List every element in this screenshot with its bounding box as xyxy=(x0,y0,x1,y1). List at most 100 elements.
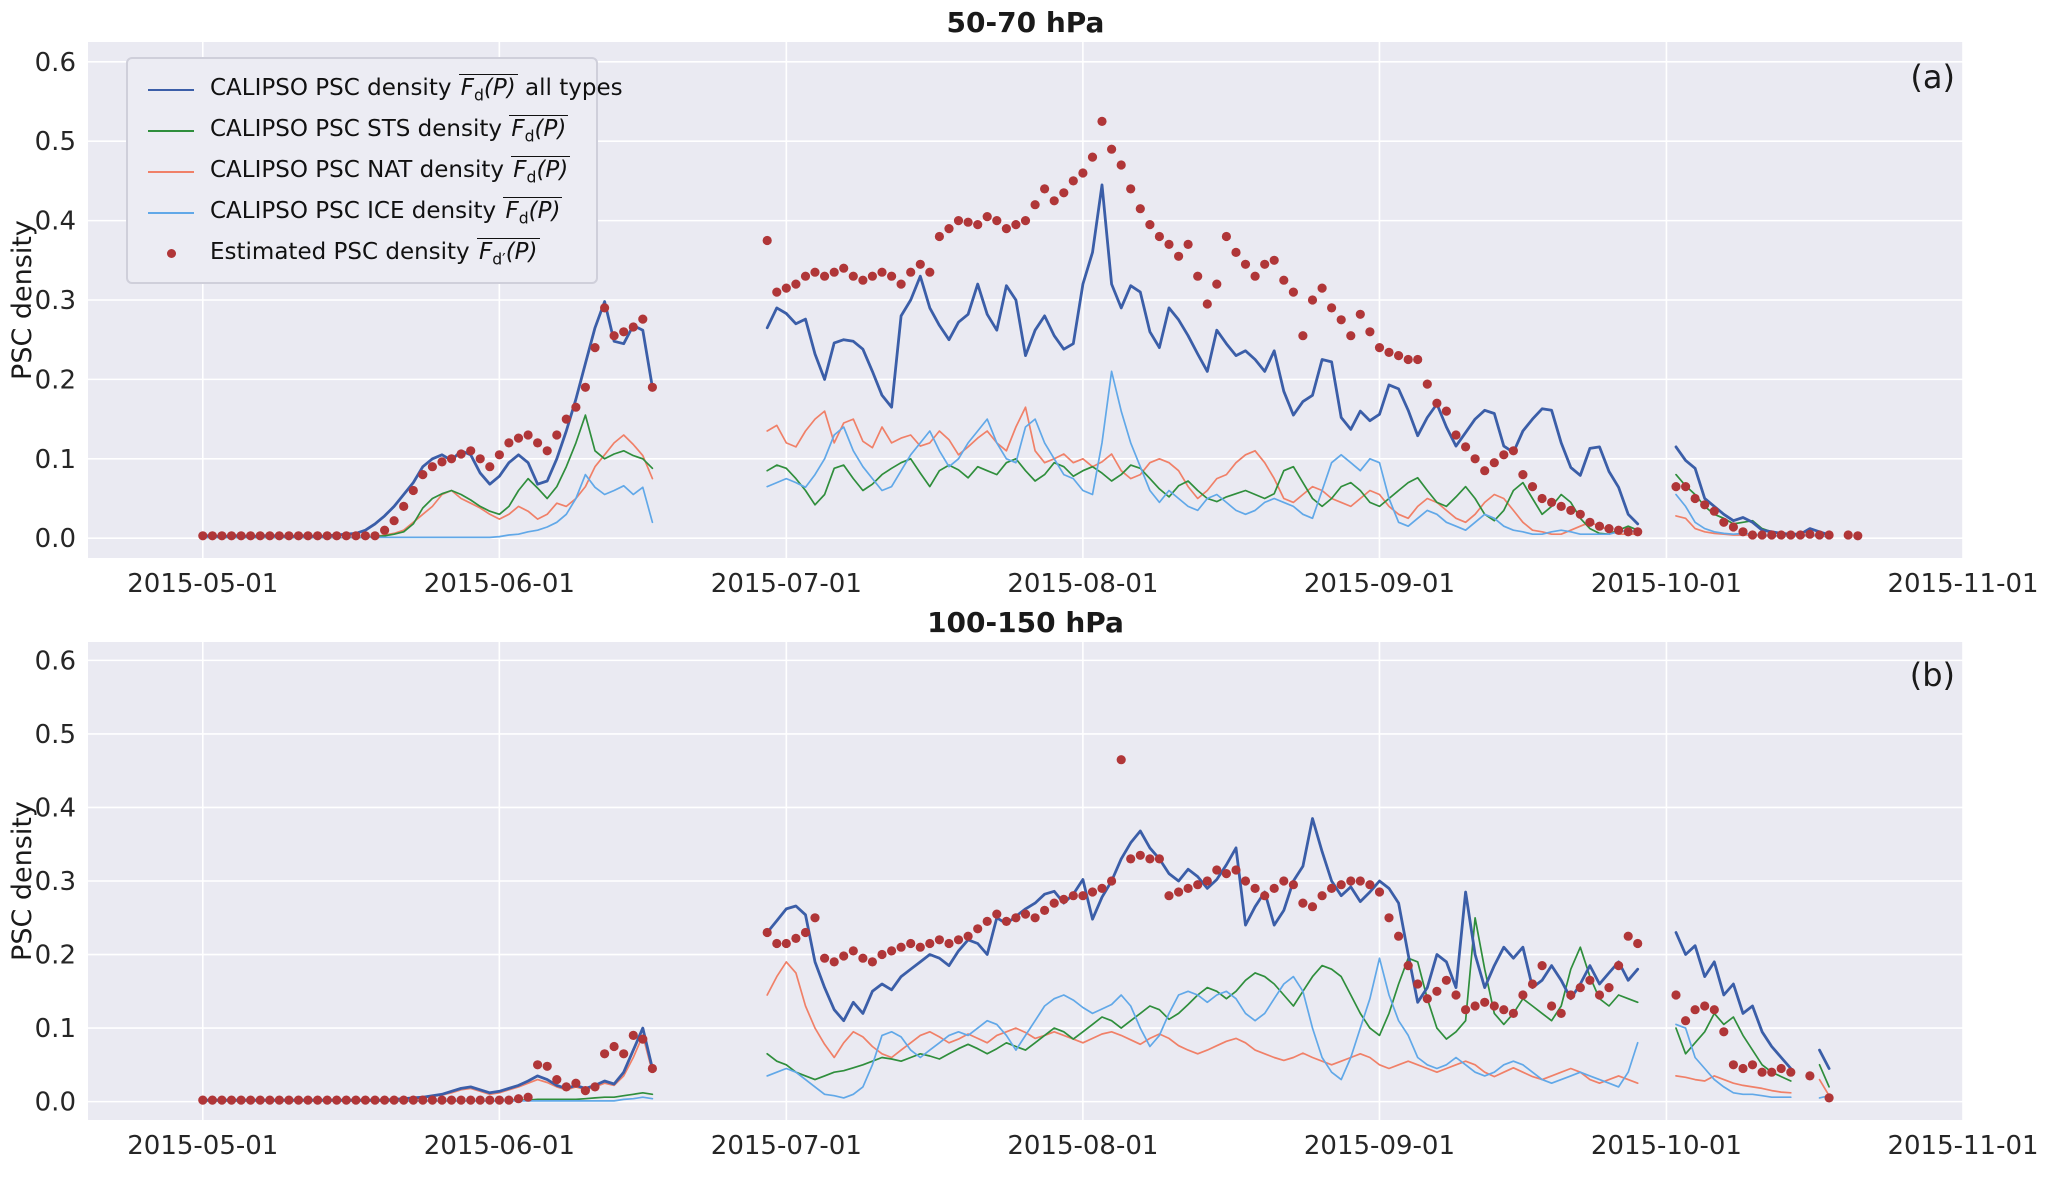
estimated-density-dot-a xyxy=(485,462,495,472)
estimated-density-dot-b xyxy=(1298,898,1308,908)
estimated-density-dot-b xyxy=(1508,1008,1518,1019)
estimated-density-dot-b xyxy=(1087,887,1098,897)
estimated-density-dot-a xyxy=(1135,204,1145,214)
estimated-density-dot-b xyxy=(1030,913,1040,923)
estimated-density-dot-a xyxy=(580,382,591,392)
estimated-density-dot-b xyxy=(1078,891,1088,901)
estimated-density-dot-a xyxy=(255,531,265,541)
estimated-density-dot-a xyxy=(494,450,504,460)
estimated-density-dot-a xyxy=(772,287,782,297)
x-tick-label: 2015-08-01 xyxy=(1007,1131,1158,1161)
estimated-density-dot-a xyxy=(1776,530,1786,540)
y-tick-label: 0.5 xyxy=(35,127,76,157)
estimated-density-dot-b xyxy=(791,933,801,944)
estimated-density-dot-a xyxy=(1738,527,1748,537)
estimated-density-dot-b xyxy=(265,1095,275,1105)
x-tick-label: 2015-11-01 xyxy=(1887,1131,2038,1161)
estimated-density-dot-b xyxy=(772,938,782,949)
estimated-density-dot-b xyxy=(1719,1027,1729,1037)
estimated-density-dot-b xyxy=(552,1075,562,1085)
estimated-density-dot-a xyxy=(1221,231,1231,242)
estimated-density-dot-a xyxy=(265,531,275,541)
y-tick-label: 0.6 xyxy=(35,48,76,78)
estimated-density-dot-b xyxy=(351,1095,361,1105)
estimated-density-dot-a xyxy=(561,414,571,424)
estimated-density-dot-a xyxy=(533,438,543,448)
estimated-density-dot-b xyxy=(341,1095,351,1105)
y-tick-label: 0.3 xyxy=(35,286,76,316)
estimated-density-dot-b xyxy=(446,1095,457,1105)
estimated-density-dot-a xyxy=(762,235,772,246)
estimated-density-dot-a xyxy=(360,531,370,541)
line-swatch-nat xyxy=(148,170,194,173)
estimated-density-dot-a xyxy=(1183,239,1193,249)
estimated-density-dot-b xyxy=(1489,1001,1499,1011)
series-line-sts-b xyxy=(1818,1063,1830,1088)
estimated-density-dot-a xyxy=(380,525,390,535)
estimated-density-dot-a xyxy=(1681,482,1691,492)
estimated-density-dot-a xyxy=(848,271,858,281)
estimated-density-dot-a xyxy=(820,271,830,281)
estimated-density-dot-b xyxy=(1786,1067,1796,1077)
estimated-density-dot-b xyxy=(896,942,906,952)
estimated-density-dot-a xyxy=(1623,527,1633,537)
estimated-density-dot-a xyxy=(1767,530,1777,540)
estimated-density-dot-b xyxy=(1805,1071,1815,1081)
estimated-density-dot-a xyxy=(456,449,466,459)
estimated-density-dot-b xyxy=(475,1095,485,1105)
estimated-density-dot-a xyxy=(1030,200,1040,210)
estimated-density-dot-a xyxy=(1709,506,1719,516)
estimated-density-dot-b xyxy=(1384,913,1394,923)
estimated-density-dot-a xyxy=(351,531,361,541)
estimated-density-dot-a xyxy=(332,531,342,541)
estimated-density-dot-b xyxy=(1174,887,1184,897)
series-line-all-b xyxy=(765,817,1640,1023)
estimated-density-dot-b xyxy=(380,1095,390,1105)
estimated-density-dot-a xyxy=(1298,331,1308,341)
estimated-density-dot-a xyxy=(1059,188,1069,198)
estimated-density-dot-b xyxy=(571,1078,581,1088)
estimated-density-dot-b xyxy=(389,1095,399,1105)
series-line-all-b xyxy=(1818,1048,1831,1070)
estimated-density-dot-a xyxy=(1212,279,1222,289)
estimated-density-dot-a xyxy=(523,430,533,440)
estimated-density-dot-a xyxy=(944,224,954,234)
estimated-density-dot-a xyxy=(934,231,945,242)
estimated-density-dot-a xyxy=(1432,398,1442,408)
estimated-density-dot-a xyxy=(619,327,629,337)
estimated-density-dot-b xyxy=(628,1030,638,1040)
estimated-density-dot-b xyxy=(1307,902,1318,912)
estimated-density-dot-b xyxy=(561,1082,571,1092)
estimated-density-dot-b xyxy=(1757,1067,1767,1077)
estimated-density-dot-b xyxy=(1116,755,1126,765)
estimated-density-dot-b xyxy=(303,1095,313,1105)
estimated-density-dot-a xyxy=(1250,271,1260,281)
estimated-density-dot-a xyxy=(198,531,208,541)
estimated-density-dot-a xyxy=(1795,530,1805,540)
series-line-ice-b xyxy=(766,957,1639,1099)
estimated-density-dot-a xyxy=(1020,216,1031,226)
estimated-density-dot-b xyxy=(226,1095,237,1105)
estimated-density-dot-b xyxy=(1690,1005,1700,1015)
estimated-density-dot-a xyxy=(1164,239,1174,249)
series-line-all-a xyxy=(765,183,1640,526)
estimated-density-dot-a xyxy=(1087,152,1098,162)
estimated-density-dot-a xyxy=(1470,454,1480,464)
estimated-density-dot-a xyxy=(896,279,906,289)
estimated-density-dot-b xyxy=(1183,883,1193,894)
estimated-density-dot-b xyxy=(198,1095,208,1105)
estimated-density-dot-b xyxy=(781,938,791,949)
estimated-density-dot-b xyxy=(1403,961,1413,971)
panel-b-title: 100-150 hPa xyxy=(927,606,1124,639)
estimated-density-dot-a xyxy=(1116,160,1126,170)
estimated-density-dot-a xyxy=(1585,517,1595,527)
estimated-density-dot-b xyxy=(1049,898,1059,908)
estimated-density-dot-b xyxy=(1556,1008,1566,1019)
estimated-density-dot-a xyxy=(1508,446,1518,456)
estimated-density-dot-a xyxy=(992,216,1002,226)
estimated-density-dot-a xyxy=(389,516,399,526)
estimated-density-dot-b xyxy=(982,916,992,927)
legend-item-nat: CALIPSO PSC NAT density Fd(P) xyxy=(128,151,596,192)
estimated-density-dot-a xyxy=(973,220,983,230)
